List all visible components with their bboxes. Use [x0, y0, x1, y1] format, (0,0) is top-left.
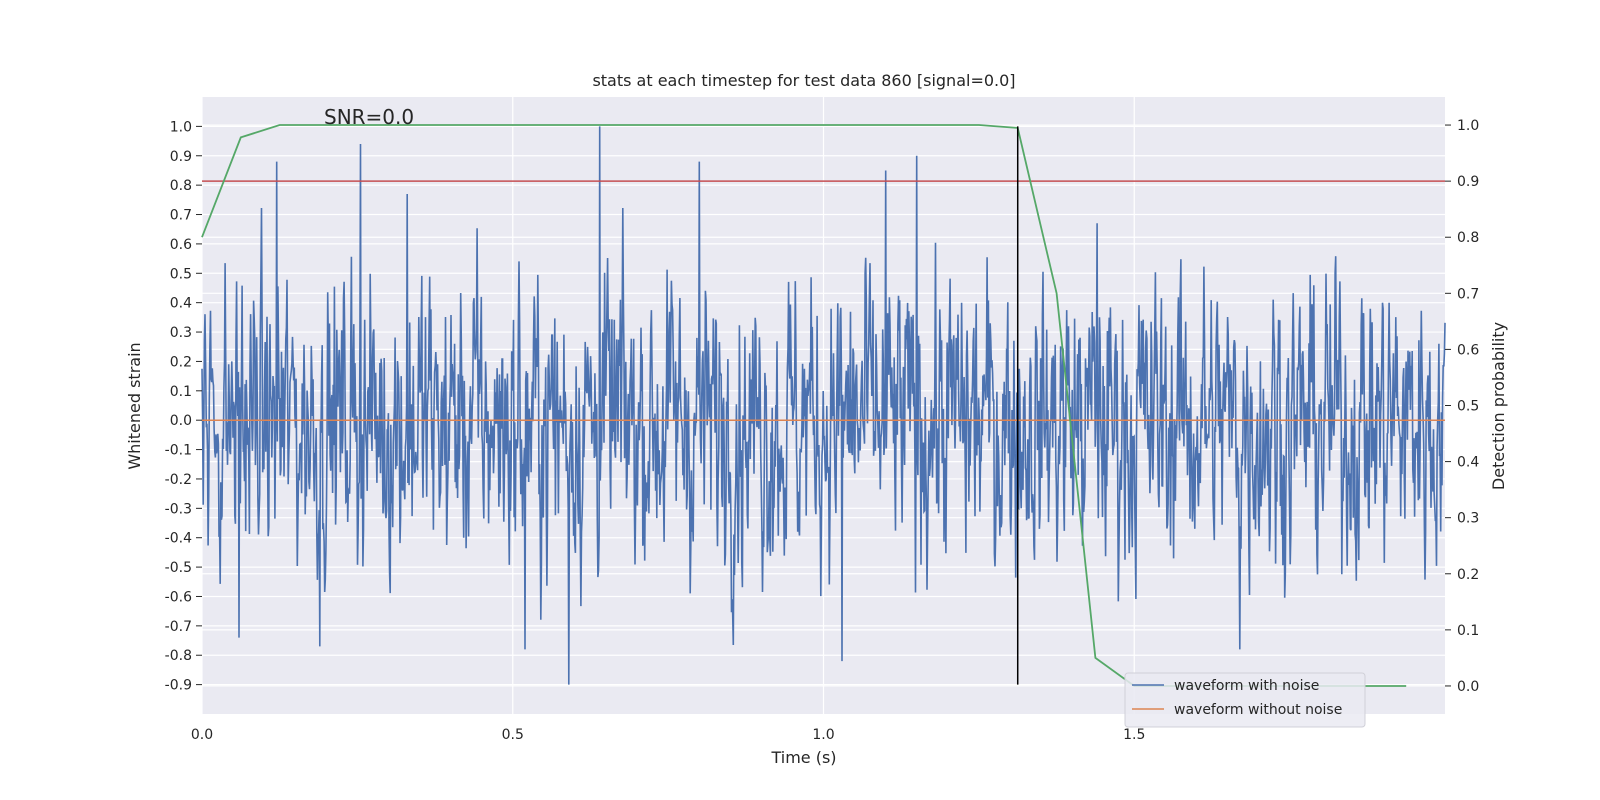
x-axis-label: Time (s)	[770, 748, 836, 767]
chart-title: stats at each timestep for test data 860…	[592, 71, 1015, 90]
y-left-tick-label: 0.5	[170, 266, 192, 282]
y-left-tick-label: 0.6	[170, 237, 192, 253]
y-left-tick-label: -0.5	[165, 560, 192, 576]
x-tick-label: 1.0	[812, 727, 834, 743]
legend: waveform with noise waveform without noi…	[1124, 672, 1366, 728]
x-tick-label: 0.5	[502, 727, 524, 743]
y-right-tick-label: 0.6	[1457, 342, 1479, 358]
plot-area	[201, 124, 1446, 687]
y-right-tick-label: 0.3	[1457, 511, 1479, 527]
y-left-tick-label: 0.8	[170, 178, 192, 194]
y-right-tick-label: 0.7	[1457, 286, 1479, 302]
y-right-axis-ticks: 1.0 0.9 0.8 0.7 0.6 0.5 0.4 0.3 0.2 0.1 0.0	[1445, 118, 1479, 695]
series-waveform-with-noise	[201, 126, 1446, 685]
y-left-tick-label: 0.0	[170, 413, 192, 429]
y-right-tick-label: 0.8	[1457, 230, 1479, 246]
legend-entry-noisy: waveform with noise	[1174, 678, 1319, 694]
legend-box	[1124, 672, 1366, 728]
y-left-tick-label: -0.7	[165, 619, 192, 635]
y-left-tick-label: 0.9	[170, 149, 192, 165]
x-tick-label: 0.0	[191, 727, 213, 743]
y-right-tick-label: 0.9	[1457, 174, 1479, 190]
y-left-tick-label: 1.0	[170, 119, 192, 135]
y-left-tick-label: 0.4	[170, 296, 192, 312]
y-left-tick-label: 0.7	[170, 208, 192, 224]
x-tick-label: 1.5	[1123, 727, 1145, 743]
y-left-tick-label: -0.3	[165, 501, 192, 517]
y-right-tick-label: 1.0	[1457, 118, 1479, 134]
y-right-tick-label: 0.0	[1457, 679, 1479, 695]
y-left-tick-label: 0.2	[170, 354, 192, 370]
x-axis-ticks: 0.0 0.5 1.0 1.5	[191, 727, 1146, 743]
snr-annotation: SNR=0.0	[324, 105, 414, 129]
y-left-tick-label: -0.9	[165, 678, 192, 694]
y-right-tick-label: 0.4	[1457, 455, 1479, 471]
y-left-axis-label: Whitened strain	[125, 342, 144, 469]
y-right-axis-label: Detection probability	[1489, 322, 1508, 490]
y-right-tick-label: 0.1	[1457, 623, 1479, 639]
y-left-tick-label: 0.1	[170, 384, 192, 400]
y-right-tick-label: 0.2	[1457, 567, 1479, 583]
legend-entry-clean: waveform without noise	[1174, 702, 1342, 718]
y-left-tick-label: 0.3	[170, 325, 192, 341]
y-left-tick-label: -0.1	[165, 443, 192, 459]
y-left-tick-label: -0.8	[165, 648, 192, 664]
y-left-tick-label: -0.4	[165, 531, 192, 547]
y-left-axis-ticks: 1.0 0.9 0.8 0.7 0.6 0.5 0.4 0.3 0.2 0.1 0.0 -0.1 -0.…	[165, 119, 202, 694]
y-left-tick-label: -0.2	[165, 472, 192, 488]
y-left-tick-label: -0.6	[165, 589, 192, 605]
y-right-tick-label: 0.5	[1457, 399, 1479, 415]
